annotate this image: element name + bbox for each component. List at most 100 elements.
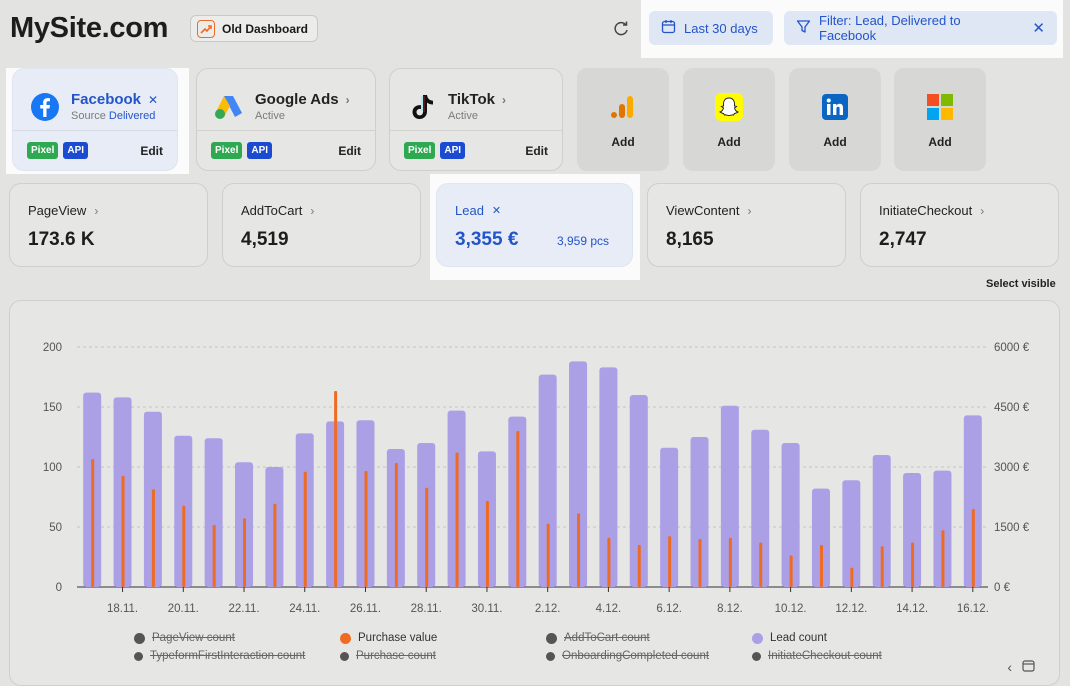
purchase-value-bar: [819, 545, 823, 587]
purchase-value-bar: [728, 537, 732, 587]
purchase-value-bar: [425, 487, 429, 587]
x-tick-label: 20.11.: [168, 603, 199, 615]
legend-item[interactable]: AddToCart count: [546, 632, 650, 644]
event-card-pageview[interactable]: PageView › 173.6 K: [9, 183, 208, 267]
edit-button[interactable]: Edit: [525, 143, 548, 158]
x-tick-label: 24.11.: [289, 603, 320, 615]
tiktok-icon: [406, 91, 438, 123]
add-label: Add: [928, 135, 952, 149]
legend-label: Lead count: [770, 632, 827, 644]
chevron-right-icon: ›: [94, 203, 99, 218]
lead-count-bar: [204, 438, 223, 587]
legend-label: Purchase value: [358, 632, 438, 644]
event-card-viewcontent[interactable]: ViewContent › 8,165: [647, 183, 846, 267]
y-left-tick-label: 150: [43, 402, 62, 414]
x-tick-label: 18.11.: [107, 603, 138, 615]
x-tick-label: 26.11.: [350, 603, 381, 615]
add-label: Add: [823, 135, 847, 149]
x-tick-label: 8.12.: [717, 603, 743, 615]
chart-trend-icon: [197, 19, 215, 38]
source-status: Active: [255, 110, 285, 122]
filter-icon: [796, 19, 811, 37]
x-tick-label: 10.12.: [775, 603, 807, 615]
y-left-tick-label: 50: [49, 522, 62, 534]
lead-count-bar: [842, 480, 861, 587]
y-right-tick-label: 3000 €: [994, 462, 1030, 474]
add-label: Add: [717, 135, 741, 149]
pixel-tag: Pixel: [404, 142, 436, 159]
add-source-linkedin[interactable]: Add: [789, 68, 881, 171]
purchase-value-bar: [880, 546, 884, 587]
purchase-value-bar: [850, 567, 854, 587]
select-visible-button[interactable]: Select visible: [986, 278, 1056, 290]
lead-count-bar: [751, 429, 770, 587]
edit-button[interactable]: Edit: [140, 143, 163, 158]
add-source-analytics[interactable]: Add: [577, 68, 669, 171]
purchase-value-bar: [334, 391, 338, 587]
lead-count-bar: [629, 395, 648, 587]
purchase-value-bar: [394, 463, 398, 587]
source-status-prefix: Source: [71, 110, 109, 122]
legend-dot: [752, 651, 761, 661]
facebook-icon: [29, 91, 61, 123]
source-card-tiktok[interactable]: TikTok › Active Pixel API Edit: [389, 68, 563, 171]
purchase-value-bar: [121, 475, 125, 587]
purchase-value-bar: [637, 545, 641, 587]
legend-dot: [134, 632, 145, 644]
chart-panel: 200 6000 € 150 4500 € 100 3000 € 50 1500 € 0 0 € 1…: [9, 300, 1060, 686]
x-tick-label: 6.12.: [656, 603, 682, 615]
add-source-snapchat[interactable]: Add: [683, 68, 775, 171]
legend-item[interactable]: InitiateCheckout count: [752, 650, 882, 662]
y-left-tick-label: 200: [43, 342, 62, 354]
legend-item[interactable]: TypeformFirstInteraction count: [134, 650, 305, 662]
source-status: Delivered: [108, 110, 156, 122]
purchase-value-bar: [577, 513, 581, 587]
source-card-facebook[interactable]: Facebook ✕ Source Delivered Pixel API Ed…: [12, 68, 178, 171]
event-card-addtocart[interactable]: AddToCart › 4,519: [222, 183, 421, 267]
edit-button[interactable]: Edit: [338, 143, 361, 158]
google-ads-icon: [213, 91, 245, 123]
legend-dot: [340, 651, 349, 661]
event-name: PageView: [28, 203, 87, 218]
chevron-right-icon: ›: [980, 203, 985, 218]
purchase-value-bar: [91, 459, 95, 587]
clear-filter-icon[interactable]: ✕: [1032, 20, 1045, 37]
legend-item[interactable]: PageView count: [134, 632, 235, 644]
lead-count-bar: [720, 405, 739, 587]
legend-label: TypeformFirstInteraction count: [150, 650, 306, 662]
legend-item[interactable]: Purchase count: [340, 650, 436, 662]
refresh-icon[interactable]: [610, 18, 632, 40]
lead-count-bar: [690, 437, 709, 587]
remove-event-icon[interactable]: ✕: [491, 205, 502, 217]
old-dashboard-button[interactable]: Old Dashboard: [190, 15, 319, 42]
event-name: ViewContent: [666, 203, 740, 218]
purchase-value-bar: [668, 536, 672, 587]
legend-item[interactable]: Lead count: [752, 632, 827, 644]
purchase-value-bar: [303, 471, 307, 587]
legend-item[interactable]: OnboardingCompleted count: [546, 650, 709, 662]
event-name: Lead: [455, 203, 484, 218]
calendar-icon[interactable]: [1022, 659, 1035, 675]
purchase-value-bar: [455, 452, 459, 587]
chevron-left-icon[interactable]: ‹: [1007, 659, 1012, 675]
legend-label: OnboardingCompleted count: [562, 650, 710, 662]
x-tick-label: 2.12.: [535, 603, 561, 615]
filter-label: Filter: Lead, Delivered to Facebook: [819, 13, 961, 43]
site-title: MySite.com: [10, 12, 169, 44]
filter-button[interactable]: Filter: Lead, Delivered to Facebook ✕: [784, 11, 1057, 45]
api-tag: API: [247, 142, 273, 159]
linkedin-icon: [821, 93, 849, 121]
event-card-initiatecheckout[interactable]: InitiateCheckout › 2,747: [860, 183, 1059, 267]
purchase-value-bar: [546, 523, 550, 587]
purchase-value-bar: [182, 505, 186, 587]
legend-item[interactable]: Purchase value: [340, 632, 437, 644]
legend-dot: [546, 632, 557, 644]
event-card-lead[interactable]: Lead ✕ 3,355 € 3,959 pcs: [436, 183, 633, 267]
legend-dot: [546, 651, 555, 661]
remove-source-icon[interactable]: ✕: [148, 92, 159, 107]
add-source-microsoft[interactable]: Add: [894, 68, 986, 171]
date-range-button[interactable]: Last 30 days: [649, 11, 773, 45]
lead-count-bar: [933, 470, 952, 587]
source-card-google-ads[interactable]: Google Ads › Active Pixel API Edit: [196, 68, 376, 171]
event-value: 2,747: [879, 229, 927, 250]
